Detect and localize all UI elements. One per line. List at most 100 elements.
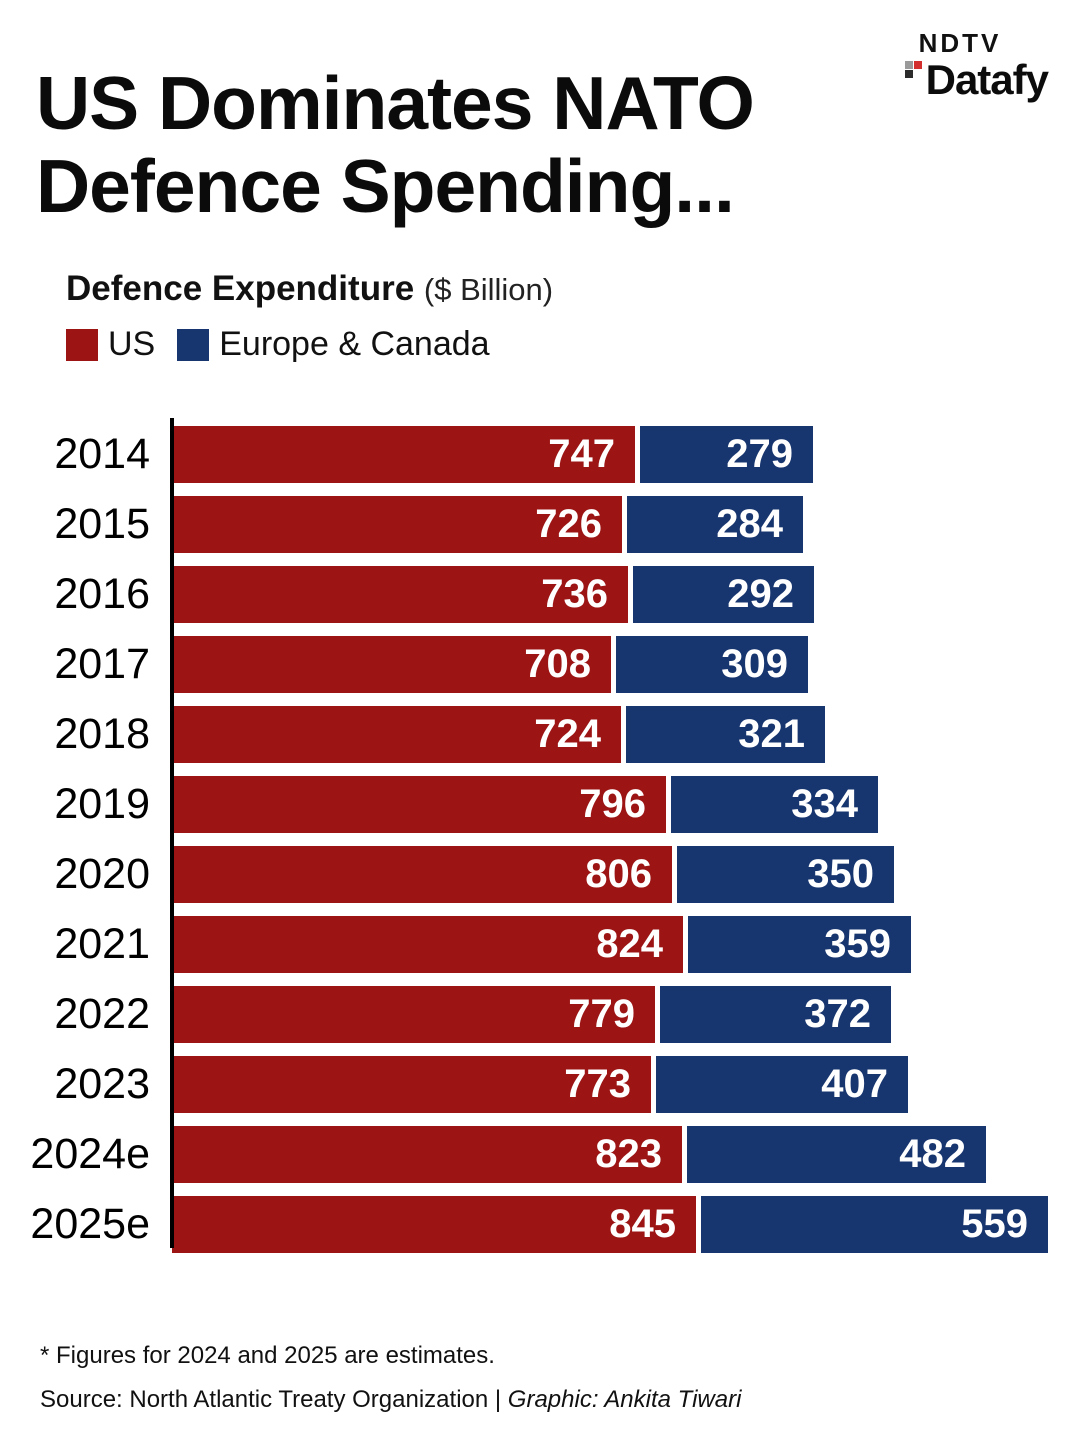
bar-value: 747 <box>548 432 615 476</box>
year-label: 2014 <box>54 430 150 478</box>
bar-segment-us: 845 <box>172 1196 696 1253</box>
bar-group: 823 482 <box>172 1126 986 1183</box>
bar-group: 773 407 <box>172 1056 908 1113</box>
legend-label-europe: Europe & Canada <box>219 325 490 363</box>
bar-value: 309 <box>721 642 788 686</box>
bar-segment-us: 796 <box>172 776 666 833</box>
bar-segment-europe: 309 <box>616 636 808 693</box>
bar-value: 559 <box>961 1202 1028 1246</box>
legend-label-us: US <box>108 325 156 363</box>
chart-row: 2016 736 292 <box>0 566 1080 623</box>
bar-value: 773 <box>564 1062 631 1106</box>
legend-item-europe: Europe & Canada <box>177 325 490 364</box>
chart-row: 2014 747 279 <box>0 426 1080 483</box>
bar-value: 724 <box>534 712 601 756</box>
bar-segment-europe: 372 <box>660 986 891 1043</box>
legend-swatch-europe <box>177 328 210 361</box>
chart-subtitle: Defence Expenditure ($ Billion) <box>66 269 1040 309</box>
title-line-1: US Dominates NATO <box>36 61 755 145</box>
bar-value: 334 <box>791 782 858 826</box>
bar-value: 350 <box>807 852 874 896</box>
year-label: 2023 <box>54 1060 150 1108</box>
bar-value: 726 <box>535 502 602 546</box>
bar-value: 284 <box>716 502 783 546</box>
subtitle-label: Defence Expenditure <box>66 269 415 308</box>
bar-value: 372 <box>804 992 871 1036</box>
subtitle-unit: ($ Billion) <box>423 272 554 307</box>
year-label: 2019 <box>54 780 150 828</box>
graphic-credit: Graphic: Ankita Tiwari <box>507 1386 742 1413</box>
bar-segment-europe: 407 <box>656 1056 908 1113</box>
bar-segment-us: 726 <box>172 496 622 553</box>
year-label: 2020 <box>54 850 150 898</box>
ndtv-logo-text: NDTV <box>918 28 1002 58</box>
legend: US Europe & Canada <box>66 325 1040 364</box>
year-label: 2017 <box>54 640 150 688</box>
title-line-2: Defence Spending... <box>36 143 735 228</box>
source-credit: Source: North Atlantic Treaty Organizati… <box>40 1386 741 1414</box>
bar-value: 806 <box>585 852 652 896</box>
year-label: 2018 <box>54 710 150 758</box>
legend-swatch-us <box>66 328 98 361</box>
bar-value: 279 <box>726 432 793 476</box>
bar-value: 407 <box>821 1062 888 1106</box>
datafy-logo-text: Datafy <box>925 56 1049 103</box>
ndtv-datafy-logo: NDTV Datafy <box>904 28 1049 103</box>
bar-segment-us: 708 <box>172 636 611 693</box>
bar-group: 796 334 <box>172 776 878 833</box>
chart-row: 2023 773 407 <box>0 1056 1080 1113</box>
bar-value: 321 <box>738 712 805 756</box>
header: US Dominates NATO Defence Spending... De… <box>0 0 1080 364</box>
chart-row: 2015 726 284 <box>0 496 1080 553</box>
chart-row: 2019 796 334 <box>0 776 1080 833</box>
bar-value: 779 <box>568 992 635 1036</box>
year-label: 2016 <box>54 570 150 618</box>
bar-group: 726 284 <box>172 496 803 553</box>
year-label: 2024e <box>30 1130 150 1178</box>
bar-segment-europe: 359 <box>688 916 911 973</box>
bar-group: 845 559 <box>172 1196 1048 1253</box>
bar-segment-europe: 279 <box>640 426 813 483</box>
bar-segment-us: 806 <box>172 846 672 903</box>
bar-segment-us: 779 <box>172 986 655 1043</box>
bar-segment-europe: 334 <box>671 776 878 833</box>
chart-row: 2018 724 321 <box>0 706 1080 763</box>
chart-row: 2021 824 359 <box>0 916 1080 973</box>
bar-group: 747 279 <box>172 426 813 483</box>
page-title: US Dominates NATO Defence Spending... <box>36 62 1040 227</box>
chart-row: 2024e 823 482 <box>0 1126 1080 1183</box>
footer: * Figures for 2024 and 2025 are estimate… <box>40 1342 741 1414</box>
bar-segment-europe: 482 <box>687 1126 986 1183</box>
bar-value: 796 <box>579 782 646 826</box>
bar-value: 823 <box>595 1132 662 1176</box>
bar-segment-europe: 284 <box>627 496 803 553</box>
source-text: Source: North Atlantic Treaty Organizati… <box>40 1386 508 1413</box>
year-label: 2021 <box>54 920 150 968</box>
bar-group: 824 359 <box>172 916 911 973</box>
bar-group: 806 350 <box>172 846 894 903</box>
chart-row: 2020 806 350 <box>0 846 1080 903</box>
bar-segment-us: 773 <box>172 1056 651 1113</box>
footnote: * Figures for 2024 and 2025 are estimate… <box>40 1342 495 1369</box>
chart-row: 2022 779 372 <box>0 986 1080 1043</box>
bar-value: 482 <box>899 1132 966 1176</box>
bar-segment-us: 724 <box>172 706 621 763</box>
bar-value: 824 <box>596 922 663 966</box>
bar-segment-us: 747 <box>172 426 635 483</box>
bar-segment-us: 736 <box>172 566 628 623</box>
y-axis-line <box>170 418 174 1248</box>
bar-group: 724 321 <box>172 706 825 763</box>
bar-group: 736 292 <box>172 566 814 623</box>
bar-segment-us: 824 <box>172 916 683 973</box>
bar-group: 708 309 <box>172 636 808 693</box>
bar-value: 359 <box>824 922 891 966</box>
datafy-pixel-icon <box>904 61 922 78</box>
year-label: 2015 <box>54 500 150 548</box>
bar-value: 292 <box>727 572 794 616</box>
bar-value: 845 <box>609 1202 676 1246</box>
bar-value: 708 <box>524 642 591 686</box>
bar-segment-us: 823 <box>172 1126 682 1183</box>
year-label: 2022 <box>54 990 150 1038</box>
bar-value: 736 <box>541 572 608 616</box>
legend-item-us: US <box>66 325 155 364</box>
